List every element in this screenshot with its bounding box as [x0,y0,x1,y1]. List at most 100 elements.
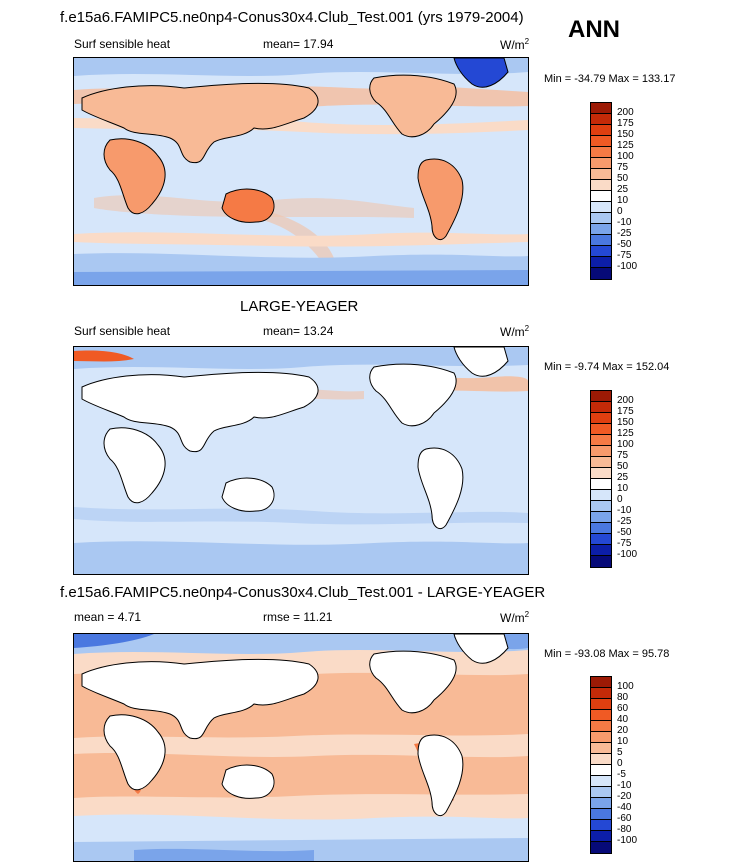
panel-3-colorbar-swatch [591,787,611,798]
panel-1-colorbar-swatch [591,213,611,224]
panel-2-colorbar-swatch [591,402,611,413]
panel-2-colorbar-swatch [591,479,611,490]
panel-3-colorbar-tick-label: -100 [617,835,638,846]
panel-1-colorbar-tick-label: -25 [617,228,632,239]
panel-2-colorbar-tick-label: -100 [617,549,638,560]
panel-3-colorbar-swatches [591,677,611,853]
panel-3-rmse-label: rmse = 11.21 [263,610,333,624]
panel-1-colorbar-tick-label: 25 [617,184,629,195]
panel-1-map-svg [74,58,528,285]
panel-1-colorbar-swatch [591,224,611,235]
panel-3-colorbar-swatch [591,754,611,765]
panel-2-title: LARGE-YEAGER [240,298,359,315]
panel-3-colorbar-swatch [591,688,611,699]
panel-1-colorbar-tick-label: -50 [617,239,632,250]
panel-3-colorbar-tick-label: 40 [617,714,629,725]
panel-2-variable-label: Surf sensible heat [74,324,171,338]
panel-2-minmax: Min = -9.74 Max = 152.04 [544,361,670,373]
panel-1-colorbar-tick-label: 50 [617,173,629,184]
panel-1-colorbar [590,102,612,280]
panel-1-colorbar-tick-label: 200 [617,107,634,118]
panel-1-colorbar-tick-label: -10 [617,217,632,228]
panel-3-units-label: W/m2 [500,610,530,625]
panel-3-title: f.e15a6.FAMIPC5.ne0np4-Conus30x4.Club_Te… [60,584,546,601]
panel-3-colorbar-tick-label: -80 [617,824,632,835]
panel-1-colorbar-swatch [591,235,611,246]
panel-1-colorbar-tick-label: 75 [617,162,629,173]
panel-1-colorbar-swatch [591,202,611,213]
panel-3-map [73,633,529,862]
panel-2-map [73,346,529,575]
panel-3-colorbar-swatch [591,831,611,842]
panel-3-colorbar-tick-label: 20 [617,725,629,736]
panel-2-colorbar-tick-label: -10 [617,505,632,516]
panel-1-colorbar-tick-label: 100 [617,151,634,162]
panel-3-colorbar-swatch [591,677,611,688]
panel-3-colorbar-swatch [591,798,611,809]
panel-3-colorbar-tick-label: 60 [617,703,629,714]
panel-2-colorbar-swatch [591,446,611,457]
panel-3-colorbar-tick-label: -20 [617,791,632,802]
panel-1-colorbar-swatches [591,103,611,279]
panel-3-colorbar-tick-label: 0 [617,758,623,769]
panel-3-cool-fields [74,634,528,861]
panel-2-cool-fields [74,347,528,574]
panel-3-colorbar-tick-label: 80 [617,692,629,703]
panel-2-colorbar-swatch [591,413,611,424]
panel-1-colorbar-swatch [591,180,611,191]
panel-1-colorbar-tick-label: 10 [617,195,629,206]
panel-3-colorbar-tick-label: -60 [617,813,632,824]
panel-2-colorbar-swatch [591,534,611,545]
panel-2-units-label: W/m2 [500,324,530,339]
panel-2-mean-label: mean= 13.24 [263,324,334,338]
panel-1-colorbar-swatch [591,147,611,158]
panel-3-colorbar-swatch [591,710,611,721]
panel-3-colorbar-tick-label: -5 [617,769,626,780]
panel-1-cool-fields [74,58,528,285]
panel-3-map-svg [74,634,528,861]
panel-2-colorbar-swatch [591,490,611,501]
panel-3-colorbar-tick-label: 100 [617,681,634,692]
panel-1-colorbar-tick-label: -100 [617,261,638,272]
panel-3-colorbar-tick-label: -10 [617,780,632,791]
panel-3-colorbar-swatch [591,721,611,732]
panel-3-mean-label: mean = 4.71 [74,610,142,624]
panel-3-colorbar-swatch [591,820,611,831]
panel-2-colorbar-tick-label: 200 [617,395,634,406]
panel-2-colorbar-swatch [591,435,611,446]
panel-1-mean-label: mean= 17.94 [263,37,334,51]
panel-2-colorbar-swatch [591,391,611,402]
panel-2-colorbar-tick-label: -25 [617,516,632,527]
panel-1-colorbar-swatch [591,169,611,180]
panel-2-colorbar-tick-label: 150 [617,417,634,428]
panel-2-colorbar-swatch [591,556,611,567]
panel-1-land [81,58,509,241]
panel-2-colorbar-swatch [591,468,611,479]
panel-1-colorbar-swatch [591,268,611,279]
panel-1-colorbar-swatch [591,114,611,125]
panel-2-colorbar-swatch [591,523,611,534]
panel-2-colorbar-tick-label: 0 [617,494,623,505]
panel-1-colorbar-tick-label: 150 [617,129,634,140]
panel-1-variable-label: Surf sensible heat [74,37,171,51]
panel-2-colorbar-swatches [591,391,611,567]
panel-1-colorbar-swatch [591,257,611,268]
panel-2-colorbar-tick-label: -75 [617,538,632,549]
panel-2-colorbar-swatch [591,512,611,523]
panel-1-colorbar-tick-label: -75 [617,250,632,261]
panel-1-colorbar-swatch [591,191,611,202]
panel-1-colorbar-swatch [591,103,611,114]
panel-2-colorbar-tick-label: -50 [617,527,632,538]
panel-2-colorbar-swatch [591,424,611,435]
panel-2-colorbar-swatch [591,545,611,556]
panel-2-colorbar-tick-label: 175 [617,406,634,417]
panel-1-colorbar-tick-label: 0 [617,206,623,217]
panel-3-colorbar-swatch [591,743,611,754]
panel-1-colorbar-swatch [591,136,611,147]
panel-2-colorbar-tick-label: 75 [617,450,629,461]
panel-2-colorbar-tick-label: 100 [617,439,634,450]
panel-3-colorbar-tick-label: 10 [617,736,629,747]
panel-3-colorbar [590,676,612,854]
panel-1-title: f.e15a6.FAMIPC5.ne0np4-Conus30x4.Club_Te… [60,9,524,26]
panel-1-colorbar-swatch [591,158,611,169]
